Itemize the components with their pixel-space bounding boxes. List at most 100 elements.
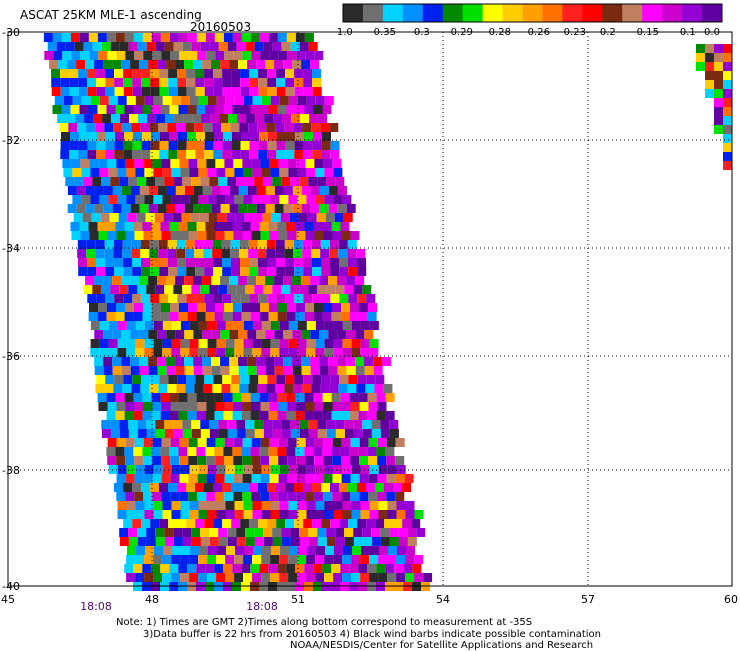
swath-cell — [167, 384, 177, 393]
swath-cell — [121, 276, 131, 285]
swath-cell — [349, 447, 359, 456]
swath-cell — [115, 33, 125, 42]
swath-cell — [308, 429, 318, 438]
swath-cell — [294, 78, 304, 87]
swath-cell — [234, 348, 244, 357]
swath-cell — [324, 321, 334, 330]
swath-cell — [170, 438, 180, 447]
swath-cell — [279, 348, 289, 357]
swath-cell — [189, 348, 199, 357]
colorbar-swatch — [482, 4, 504, 22]
swath-cell — [215, 456, 225, 465]
swath-cell — [239, 384, 249, 393]
swath-cell — [206, 231, 216, 240]
swath-cell — [249, 375, 259, 384]
swath-cell — [308, 537, 318, 546]
swath-cell — [84, 114, 94, 123]
swath-cell — [231, 78, 241, 87]
swath-cell — [232, 132, 241, 141]
swath-cell — [303, 69, 313, 78]
swath-cell — [248, 249, 258, 258]
swath-cell — [723, 143, 732, 152]
swath-cell — [229, 330, 239, 339]
swath-cell — [211, 330, 221, 339]
swath-cell — [67, 204, 77, 213]
swath-cell — [341, 492, 351, 501]
swath-cell — [171, 501, 181, 510]
swath-cell — [159, 87, 169, 96]
swath-cell — [162, 168, 172, 177]
swath-cell — [101, 429, 111, 438]
swath-cell — [166, 60, 176, 69]
swath-cell — [268, 393, 278, 402]
swath-cell — [86, 123, 96, 132]
swath-cell — [67, 186, 77, 195]
swath-cell — [355, 366, 365, 375]
swath-cell — [276, 483, 285, 492]
swath-cell — [124, 393, 134, 402]
swath-cell — [277, 105, 287, 114]
swath-cell — [227, 537, 237, 546]
swath-cell — [113, 249, 123, 258]
swath-cell — [99, 348, 109, 357]
swath-cell — [341, 231, 351, 240]
swath-cell — [222, 483, 231, 492]
swath-cell — [276, 294, 286, 303]
swath-cell — [304, 33, 314, 42]
swath-cell — [279, 321, 289, 330]
swath-cell — [371, 537, 381, 546]
swath-cell — [128, 420, 138, 429]
swath-cell — [209, 177, 219, 186]
swath-cell — [123, 141, 133, 150]
swath-cell — [208, 213, 218, 222]
swath-cell — [211, 276, 221, 285]
swath-cell — [369, 573, 379, 582]
swath-cell — [359, 492, 369, 501]
swath-cell — [696, 53, 705, 62]
swath-cell — [159, 258, 168, 267]
swath-cell — [152, 474, 162, 483]
swath-cell — [275, 240, 285, 249]
swath-cell — [196, 132, 205, 141]
swath-cell — [258, 141, 268, 150]
swath-cell — [292, 186, 302, 195]
swath-cell — [368, 456, 378, 465]
swath-cell — [384, 483, 393, 492]
swath-cell — [178, 132, 187, 141]
swath-cell — [332, 231, 342, 240]
swath-cell — [97, 105, 107, 114]
swath-cell — [159, 267, 169, 276]
swath-cell — [150, 141, 160, 150]
swath-cell — [360, 555, 370, 564]
swath-cell — [180, 168, 190, 177]
colorbar-swatch — [422, 4, 444, 22]
swath-cell — [405, 555, 415, 564]
swath-cell — [288, 168, 298, 177]
swath-cell — [160, 222, 170, 231]
swath-cell — [161, 159, 171, 168]
swath-cell — [368, 492, 378, 501]
swath-cell — [276, 141, 286, 150]
swath-cell — [146, 420, 156, 429]
swath-cell — [97, 393, 107, 402]
gridlines — [8, 32, 732, 586]
swath-cell — [107, 51, 117, 60]
swath-cell — [119, 429, 129, 438]
swath-cell — [358, 564, 368, 573]
swath-cell — [382, 357, 392, 366]
swath-cell — [110, 42, 120, 51]
swath-cell — [185, 123, 195, 132]
swath-cell — [260, 402, 270, 411]
swath-cell — [186, 78, 196, 87]
swath-cell — [233, 456, 243, 465]
swath-cell — [306, 501, 316, 510]
swath-cell — [308, 42, 318, 51]
swath-cell — [315, 168, 325, 177]
swath-cell — [258, 267, 268, 276]
swath-cell — [238, 60, 248, 69]
swath-cell — [301, 357, 311, 366]
swath-cell — [188, 474, 198, 483]
swath-cell — [306, 96, 316, 105]
swath-cell — [256, 186, 266, 195]
swath-cell — [378, 573, 388, 582]
